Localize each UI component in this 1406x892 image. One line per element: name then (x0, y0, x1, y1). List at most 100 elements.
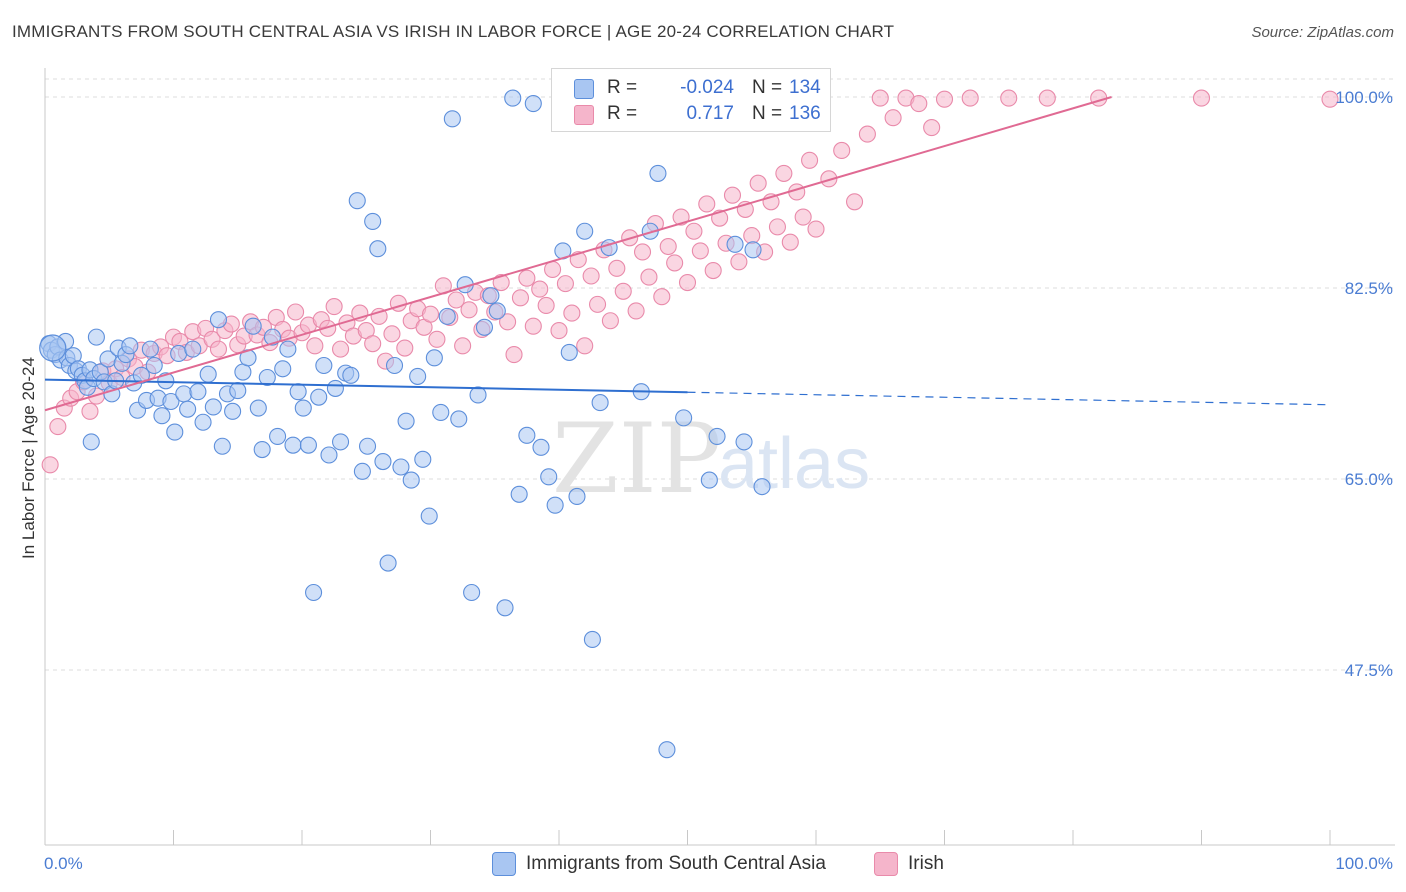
data-point (279, 340, 297, 358)
data-point (591, 394, 609, 412)
data-point (284, 436, 302, 454)
y-tick-label: 65.0% (1345, 470, 1393, 489)
data-point (229, 382, 247, 400)
legend-item-irish[interactable]: Irish (874, 852, 944, 876)
data-point (845, 193, 864, 211)
data-point (402, 471, 420, 489)
data-point (781, 233, 799, 251)
data-point (726, 235, 744, 253)
data-point (1000, 89, 1018, 107)
data-point-cluster (39, 334, 67, 362)
data-point (331, 433, 350, 451)
data-point (82, 433, 100, 451)
legend-n-value: 134 (789, 77, 821, 98)
data-point (1321, 90, 1339, 108)
data-point (666, 254, 684, 272)
data-point (540, 468, 558, 486)
data-point (601, 312, 619, 330)
data-point (576, 222, 594, 240)
data-point (162, 392, 180, 411)
tick-labels: 100.0% 82.5% 65.0% 47.5% 0.0% 100.0% (44, 88, 1393, 873)
data-point (723, 186, 742, 204)
data-point (563, 304, 581, 322)
data-point (409, 367, 427, 385)
data-point (432, 403, 450, 421)
data-point (287, 303, 305, 321)
data-point (379, 554, 397, 572)
data-point (364, 335, 382, 353)
data-point (614, 282, 632, 300)
legend-r-label: R = (607, 77, 638, 98)
data-point (672, 208, 690, 226)
watermark: ZIP atlas (552, 403, 870, 515)
data-point (132, 366, 150, 384)
data-point (801, 151, 819, 169)
data-point (450, 410, 468, 428)
data-point (633, 243, 652, 261)
data-point (274, 360, 292, 378)
data-point (691, 242, 709, 260)
data-point (546, 496, 564, 514)
data-point (871, 89, 889, 107)
data-point (511, 289, 530, 307)
data-point (49, 418, 67, 436)
data-point (524, 317, 542, 335)
legend-r-label: R = (607, 103, 638, 124)
y-tick-label: 100.0% (1335, 88, 1393, 107)
data-point (204, 398, 222, 416)
data-point (420, 507, 438, 525)
x-tick-label: 100.0% (1335, 854, 1393, 873)
data-point (315, 356, 333, 375)
data-point (249, 399, 267, 417)
data-point (460, 301, 478, 319)
data-point (884, 109, 902, 127)
legend-swatch-pink (874, 852, 898, 876)
data-point (209, 340, 228, 358)
data-point (269, 427, 287, 445)
data-point (141, 340, 159, 358)
data-point (531, 280, 549, 298)
trend-line-irish (44, 96, 1112, 412)
series-legend: Immigrants from South Central Asia Irish (0, 852, 1406, 878)
data-point (209, 311, 228, 329)
axes (44, 68, 1395, 846)
data-point (224, 402, 242, 420)
data-point (675, 409, 693, 427)
data-point (385, 356, 404, 375)
data-point (935, 90, 954, 108)
data-point (482, 287, 500, 305)
data-point (253, 440, 271, 459)
data-point (923, 119, 941, 137)
data-point (961, 89, 979, 107)
x-tick-label: 0.0% (44, 854, 83, 873)
data-point (775, 164, 793, 182)
data-point (306, 337, 324, 355)
data-point (325, 298, 343, 316)
data-point (504, 89, 522, 107)
data-point (289, 383, 307, 401)
data-point (1038, 89, 1056, 107)
legend-n-label: N = (752, 77, 783, 98)
legend-swatch-blue (492, 852, 516, 876)
data-point (331, 340, 350, 358)
data-point (81, 402, 99, 420)
data-point (374, 452, 392, 471)
data-point (121, 337, 139, 355)
legend-item-south-central-asia[interactable]: Immigrants from South Central Asia (492, 852, 826, 876)
data-point (576, 337, 594, 355)
data-point (392, 458, 410, 476)
y-axis-title: In Labor Force | Age 20-24 (19, 357, 38, 559)
data-point (556, 275, 574, 293)
data-point (175, 385, 193, 403)
trend-line-south-central-asia (44, 378, 688, 394)
data-point (166, 423, 184, 441)
data-point (1192, 89, 1211, 107)
data-point (244, 317, 262, 335)
data-point (582, 267, 600, 285)
data-point (364, 212, 382, 230)
data-point (730, 253, 748, 271)
data-point (414, 450, 432, 468)
data-point (560, 343, 578, 361)
legend-swatch-blue (574, 79, 594, 99)
